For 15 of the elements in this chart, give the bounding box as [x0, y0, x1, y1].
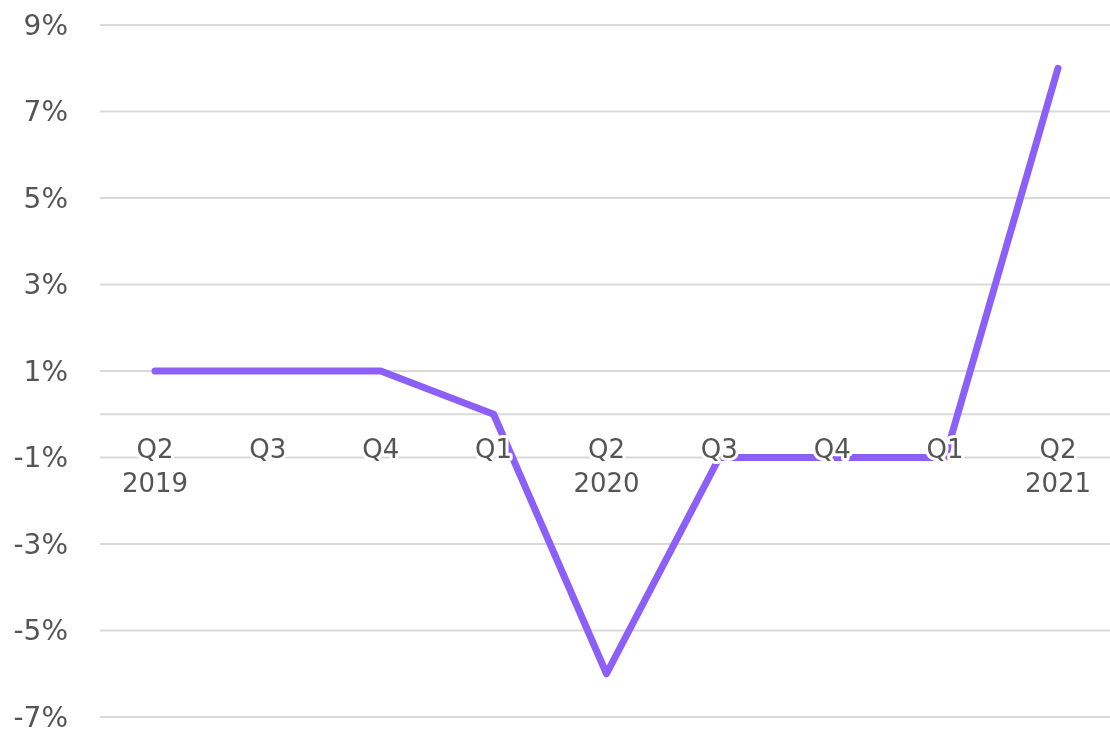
- y-tick-label: 1%: [23, 354, 68, 388]
- y-tick-label: -1%: [13, 441, 68, 475]
- y-tick-label: -5%: [13, 614, 68, 648]
- x-tick-label: Q2 2021: [1024, 434, 1092, 499]
- x-tick-label: Q4: [362, 434, 400, 465]
- y-tick-label: -3%: [13, 527, 68, 561]
- x-tick-label: Q2 2019: [121, 434, 189, 499]
- y-tick-label: -7%: [13, 700, 68, 731]
- x-tick-label: Q3: [249, 434, 287, 465]
- y-tick-label: 9%: [23, 8, 68, 42]
- y-tick-label: 3%: [23, 268, 68, 302]
- x-tick-label: Q2 2020: [573, 434, 640, 499]
- y-tick-label: 5%: [23, 181, 68, 215]
- y-tick-label: 7%: [23, 95, 68, 129]
- x-tick-label: Q3: [700, 434, 738, 465]
